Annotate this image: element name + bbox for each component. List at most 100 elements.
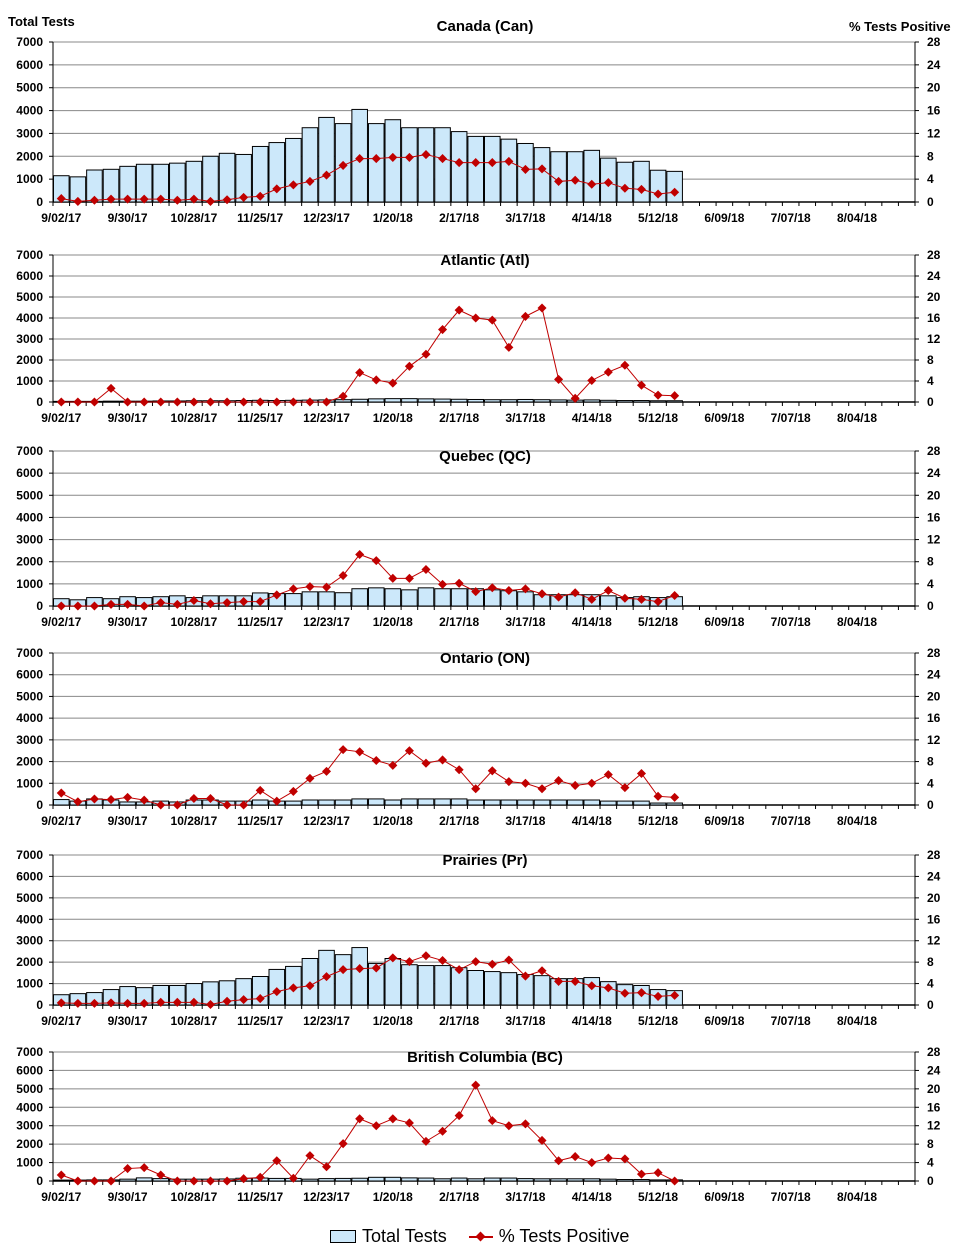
pct-positive-marker (421, 349, 431, 359)
pct-positive-marker (321, 397, 332, 407)
total-tests-bar (600, 800, 617, 806)
total-tests-bar (367, 398, 385, 403)
left-tick-label: 7000 (16, 646, 43, 660)
left-tick-label: 4000 (16, 510, 43, 524)
x-tick-label: 7/07/18 (771, 211, 811, 225)
x-tick-label: 1/20/18 (373, 211, 413, 225)
pct-positive-marker (321, 170, 332, 180)
pct-positive-marker (73, 397, 83, 407)
right-tick-label: 12 (927, 126, 941, 140)
pct-positive-marker (106, 998, 116, 1008)
pct-positive-marker (73, 196, 83, 206)
x-tick-label: 9/02/17 (41, 1190, 81, 1204)
pct-positive-marker (554, 592, 564, 602)
x-tick-label: 9/30/17 (108, 1014, 148, 1028)
right-tick-label: 12 (927, 934, 941, 948)
total-tests-bar (367, 798, 385, 806)
x-tick-label: 9/02/17 (41, 211, 81, 225)
total-tests-bar (218, 152, 236, 203)
pct-positive-marker (620, 783, 630, 793)
x-tick-label: 12/23/17 (303, 814, 350, 828)
pct-positive-marker (321, 1162, 332, 1172)
total-tests-bar (500, 138, 518, 203)
x-tick-label: 7/07/18 (771, 1190, 811, 1204)
left-tick-label: 0 (36, 998, 43, 1012)
right-tick-label: 28 (927, 35, 941, 49)
pct-positive-marker (388, 1114, 398, 1124)
x-tick-label: 6/09/18 (704, 1190, 744, 1204)
x-tick-label: 6/09/18 (704, 411, 744, 425)
pct-positive-marker (520, 311, 530, 321)
pct-positive-marker (438, 755, 448, 765)
pct-positive-line (61, 307, 675, 403)
left-tick-label: 3000 (16, 934, 43, 948)
pct-positive-marker (106, 1176, 116, 1186)
total-tests-bar (268, 1177, 286, 1182)
right-tick-label: 28 (927, 848, 941, 862)
total-tests-bar (450, 398, 468, 403)
pct-positive-marker (570, 976, 580, 986)
pct-positive-marker (636, 594, 647, 604)
pct-positive-marker (438, 154, 448, 164)
total-tests-bar (666, 400, 683, 403)
pct-positive-marker (222, 195, 232, 205)
left-tick-label: 2000 (16, 955, 43, 969)
total-tests-bar (268, 142, 286, 203)
total-tests-bar (318, 1178, 335, 1182)
total-tests-bar (649, 802, 667, 806)
panel-title: British Columbia (BC) (407, 1049, 563, 1066)
total-tests-bar (367, 962, 385, 1006)
right-tick-label: 4 (927, 776, 934, 790)
x-tick-label: 10/28/17 (171, 1014, 218, 1028)
left-tick-label: 0 (36, 1174, 43, 1188)
pct-positive-marker (587, 778, 597, 788)
left-tick-label: 7000 (16, 35, 43, 49)
right-tick-label: 8 (927, 1137, 934, 1151)
left-tick-label: 3000 (16, 533, 43, 547)
x-tick-label: 2/17/18 (439, 1190, 479, 1204)
right-tick-label: 28 (927, 1045, 941, 1059)
total-tests-bar (351, 588, 368, 607)
right-tick-label: 0 (927, 798, 934, 812)
x-tick-label: 11/25/17 (237, 615, 283, 629)
total-tests-bar (318, 116, 335, 203)
total-tests-bar (616, 400, 634, 403)
total-tests-bar (450, 588, 468, 607)
pct-positive-marker (537, 784, 547, 794)
total-tests-bar (550, 399, 567, 403)
x-tick-label: 9/30/17 (108, 814, 148, 828)
pct-positive-marker (222, 397, 232, 407)
left-tick-label: 1000 (16, 172, 43, 186)
pct-positive-marker (537, 303, 547, 313)
total-tests-bar (633, 800, 650, 806)
total-tests-bar (285, 593, 302, 607)
total-tests-bar (53, 799, 70, 806)
x-tick-label: 2/17/18 (439, 814, 479, 828)
pct-positive-marker (56, 1170, 66, 1180)
total-tests-bar (434, 965, 451, 1006)
pct-positive-marker (388, 953, 398, 963)
panel-5: 0 1000 2000 3000 4000 5000 6000 7000 0 4 8 12 16 20 24… (16, 1045, 940, 1204)
x-tick-label: 3/17/18 (505, 814, 545, 828)
total-tests-bar (583, 149, 601, 203)
x-tick-label: 10/28/17 (171, 211, 218, 225)
total-tests-bar (285, 137, 302, 203)
pct-positive-marker (123, 1164, 133, 1174)
pct-positive-marker (603, 585, 613, 596)
pct-positive-marker (554, 776, 564, 786)
left-tick-label: 3000 (16, 332, 43, 346)
pct-positive-marker (620, 988, 630, 998)
pct-positive-marker (73, 1176, 83, 1186)
right-tick-label: 8 (927, 955, 934, 969)
left-tick-label: 5000 (16, 689, 43, 703)
pct-positive-marker (636, 1169, 647, 1179)
right-tick-label: 16 (927, 711, 941, 725)
total-tests-bar (235, 978, 252, 1006)
right-tick-label: 24 (927, 1063, 941, 1077)
pct-positive-marker (520, 971, 530, 981)
pct-positive-marker (670, 590, 680, 601)
total-tests-bar (202, 155, 219, 203)
pct-positive-marker (355, 549, 365, 560)
total-tests-bar (417, 965, 435, 1006)
total-tests-bar (119, 1178, 136, 1182)
